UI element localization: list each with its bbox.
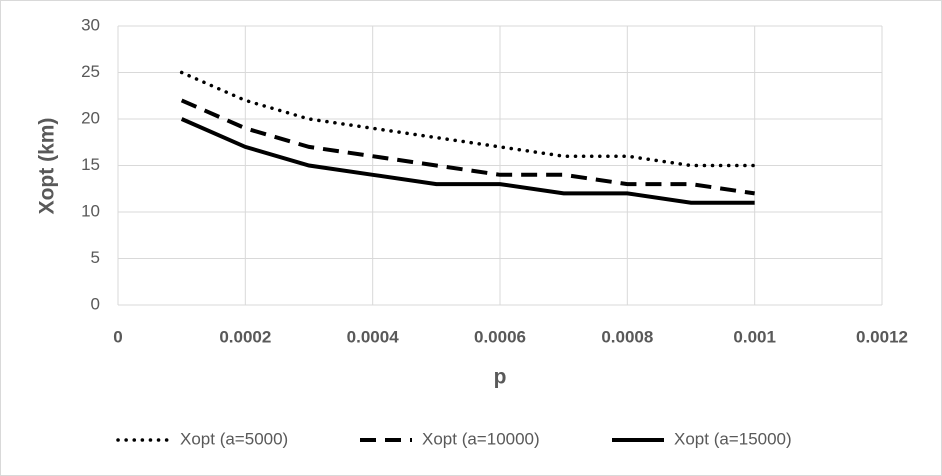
y-tick-label: 0 [91, 294, 100, 313]
series-line [180, 117, 755, 205]
y-tick-label: 30 [81, 15, 100, 34]
legend-label: Xopt (a=15000) [674, 429, 792, 448]
y-tick-label: 20 [81, 108, 100, 127]
x-tick-label: 0.001 [733, 327, 776, 346]
y-axis-title: Xopt (km) [36, 118, 59, 215]
x-axis-title: p [494, 366, 507, 389]
x-tick-label: 0.0008 [601, 327, 653, 346]
y-tick-label: 25 [81, 62, 100, 81]
x-tick-label: 0.0006 [474, 327, 526, 346]
y-tick-label: 10 [81, 201, 100, 220]
x-tick-label: 0.0012 [856, 327, 908, 346]
y-tick-label: 15 [81, 155, 100, 174]
series-line [180, 98, 755, 196]
y-tick-label: 5 [91, 248, 100, 267]
legend-label: Xopt (a=10000) [422, 429, 540, 448]
x-tick-label: 0 [113, 327, 122, 346]
x-tick-label: 0.0004 [347, 327, 400, 346]
legend-label: Xopt (a=5000) [180, 429, 288, 448]
x-tick-label: 0.0002 [219, 327, 271, 346]
